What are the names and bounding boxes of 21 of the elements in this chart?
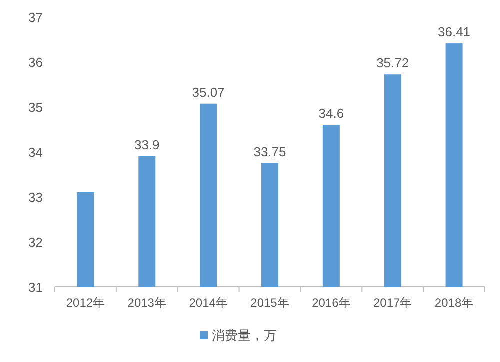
x-tick-label: 2013年: [128, 296, 166, 310]
y-tick-label: 32: [28, 235, 43, 250]
y-tick-label: 31: [28, 280, 43, 295]
y-tick-label: 35: [28, 100, 43, 115]
text: 35.72: [376, 56, 410, 71]
y-tick-label: 33: [28, 190, 43, 205]
x-tick-label: 2017年: [374, 296, 412, 310]
y-tick-label: 37: [28, 10, 43, 25]
text: 35.07: [192, 84, 225, 100]
text: 34.6: [318, 106, 344, 121]
text: 33.75: [254, 144, 286, 160]
x-tick-label: 2015年: [250, 296, 290, 310]
x-tick-label: 2012年: [66, 296, 106, 310]
text: 33.9: [134, 138, 160, 152]
x-tick-label: 2018年: [434, 296, 474, 310]
y-tick-label: 34: [28, 145, 43, 160]
legend-label: 消费量，万: [212, 328, 277, 343]
y-tick-label: 36: [28, 55, 43, 70]
x-tick-label: 2016年: [312, 296, 351, 310]
x-tick-label: 2014年: [189, 296, 228, 310]
text: 36.41: [438, 24, 471, 40]
